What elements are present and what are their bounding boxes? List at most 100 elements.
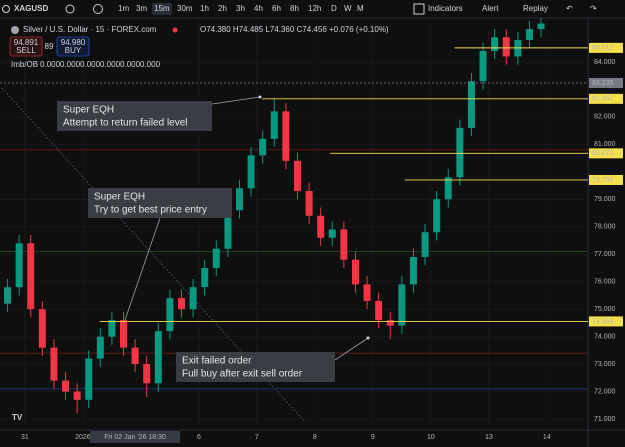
interval-button[interactable]: 1h [200,4,209,13]
indicators-icon[interactable] [413,3,425,15]
y-tick-label: 84.000 [594,59,616,66]
intervals: 1m 3m 15m 30m 1h 2h 3h 4h 6h 8h 12h D W M [118,3,364,15]
candle-body [317,215,325,238]
candle-body [282,111,290,161]
buy-label[interactable]: BUY [65,46,82,55]
candle-body [328,229,336,238]
level-label: 82.657 [592,96,614,103]
x-tick-label: 13 [485,434,493,441]
callout-text: Full buy after exit sell order [182,369,303,380]
candle-body [409,256,417,285]
candle-body [73,391,81,400]
y-tick-label: 77.000 [594,251,616,258]
interval-button[interactable]: 15m [154,4,170,13]
candle-body [305,191,313,216]
y-tick-label: 72.000 [594,388,616,395]
level-label-box [589,316,623,327]
candle-body [247,155,255,189]
interval-button[interactable]: 3h [236,4,245,13]
redo-icon[interactable]: ↷ [590,4,597,13]
callout-text: Super EQH [63,105,114,116]
candle-body [212,248,220,268]
candle-body [386,320,394,326]
sell-price[interactable]: 94.891 [14,38,39,47]
interval-button[interactable]: 30m [177,4,193,13]
candle-body [224,210,232,249]
market-status [172,27,178,33]
callout-pointer [334,337,369,361]
x-tick-label: 14 [543,434,551,441]
y-tick-label: 73.000 [594,361,616,368]
x-tick-label: 8 [313,434,317,441]
candle-body [363,284,371,301]
interval-button[interactable]: W [344,4,352,13]
interval-button[interactable]: D [331,4,337,13]
callout-text: Exit failed order [182,356,252,367]
candle-body [178,298,186,310]
callout-pointer [124,217,161,321]
y-tick-label: 82.000 [594,114,616,121]
sell-label[interactable]: SELL [16,46,36,55]
interval-button[interactable]: 2h [218,4,227,13]
x-tick-label: 31 [21,434,29,441]
indicator-row: Imb/OB 0.000 0.000 0.000 0.000 0.000 0.000 [11,60,161,69]
candle-body [375,300,383,321]
candle-body [108,320,116,337]
interval-button[interactable]: 6h [272,4,281,13]
replay-button[interactable]: Replay [523,4,548,13]
callout-box [176,352,335,382]
logo: TV [12,413,23,422]
ohlc: O74.380 H74.485 L74.360 C74.456 +0.076 (… [200,25,389,34]
indicators-button[interactable]: Indicators [428,4,463,13]
interval-button[interactable]: M [357,4,364,13]
level-label-box [589,42,623,53]
buy-price[interactable]: 94.980 [61,38,86,47]
sell-button[interactable] [9,36,43,57]
callout-text: Super EQH [94,192,145,203]
indicator-value: 0.000 [60,60,81,69]
y-tick-label: 74.000 [594,333,616,340]
interval-button[interactable]: 12h [308,4,321,13]
interval-button[interactable]: 8h [290,4,299,13]
level-label-box [589,93,623,104]
candle-body [85,358,93,400]
indicator-name: Imb/OB [11,60,38,69]
buy-button[interactable] [56,36,90,57]
level-label-box [589,174,623,185]
interval-button[interactable]: 4h [254,4,263,13]
add-icon[interactable] [93,4,103,14]
candle-body [50,347,58,381]
candle-body [467,81,475,128]
candle-body [398,284,406,326]
crosshair-time: Fri 02 Jan '26 18:30 [104,434,166,441]
plot: 71.000 72.000 73.000 74.000 75.000 76.000 77.0… [0,15,625,447]
interval-button[interactable]: 3m [136,4,147,13]
y-tick-label: 78.000 [594,224,616,231]
symbol[interactable]: XAGUSD [14,4,48,13]
spread: 89 [45,42,54,51]
crosshair-time-box [90,431,181,443]
candle-body [525,28,533,40]
candle-body [15,243,23,288]
candle-body [201,267,209,288]
y-tick-label: 71.000 [594,416,616,423]
candle-body [62,380,70,392]
interval-button[interactable]: 1m [118,4,129,13]
candle-body [259,138,267,156]
level-label-box [589,148,623,159]
callout-anchor [366,336,370,340]
compare-icon[interactable] [65,4,75,14]
candle-body [96,336,104,359]
x-tick-label: 10 [427,434,435,441]
alert-button[interactable]: Alert [482,4,499,13]
callout-box [57,101,212,131]
level-label: 84.512 [592,45,614,52]
symbol-icon [11,26,19,34]
candle-body [340,229,348,260]
search-icon[interactable] [2,5,10,13]
undo-icon[interactable]: ↶ [566,4,573,13]
callout-pointer [211,96,261,105]
candle-body [235,188,243,211]
